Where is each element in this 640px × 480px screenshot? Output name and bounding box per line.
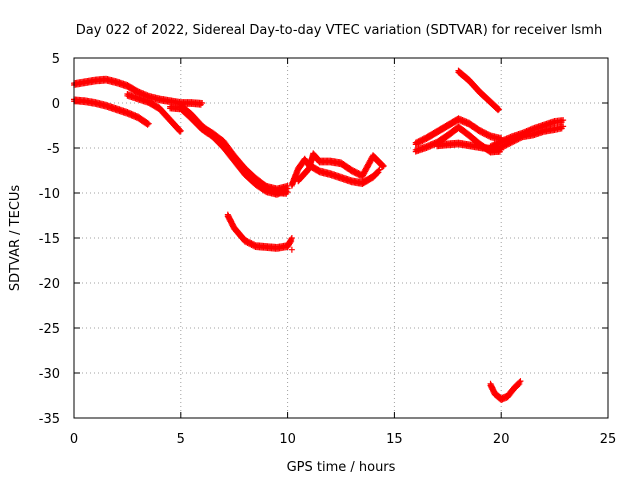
series-arc-1 [71, 75, 206, 108]
series-arc-10 [412, 115, 505, 148]
x-tick-label: 15 [386, 432, 403, 447]
data-point [145, 120, 152, 127]
data-point [288, 235, 295, 241]
data-point [199, 100, 206, 106]
data-point [496, 106, 503, 113]
y-tick-label: 0 [52, 97, 60, 112]
series-arc-7 [224, 211, 295, 252]
data-point [560, 123, 567, 130]
chart-title: Day 022 of 2022, Sidereal Day-to-day VTE… [76, 23, 602, 38]
series-arc-9 [295, 150, 387, 185]
y-tick-label: -25 [39, 322, 60, 337]
x-axis-label: GPS time / hours [287, 460, 396, 475]
y-tick-label: -10 [39, 187, 60, 202]
data-point [494, 107, 501, 114]
y-tick-label: 5 [52, 52, 60, 67]
series-arc-6 [188, 113, 291, 194]
data-point [176, 128, 183, 135]
axis-ticks: 0 5 10 15 20 25 5 0 -5 -10 -15 -20 -25 -30 -35 [39, 52, 617, 447]
data-point [516, 380, 523, 387]
data-point [376, 166, 383, 173]
data-point [177, 127, 184, 134]
data-point [284, 189, 291, 196]
series-arc-3 [124, 91, 184, 135]
y-tick-label: -30 [39, 367, 60, 382]
data-point [380, 163, 387, 169]
outlier-points [288, 246, 295, 253]
y-tick-label: -15 [39, 232, 60, 247]
data-point [374, 170, 381, 177]
data-point [144, 121, 151, 128]
y-tick-label: -20 [39, 277, 60, 292]
data-point [251, 243, 258, 250]
x-tick-label: 10 [279, 432, 296, 447]
data-points [71, 67, 567, 403]
y-tick-label: -5 [47, 142, 60, 157]
x-tick-label: 5 [177, 432, 185, 447]
series-arc-14 [455, 67, 503, 114]
data-point [288, 246, 295, 253]
y-tick-label: -35 [39, 412, 60, 427]
data-point [515, 382, 522, 388]
series-arc-13 [487, 117, 567, 151]
data-point [375, 169, 382, 176]
series-arc-5 [177, 101, 291, 197]
y-axis-label: SDTVAR / TECUs [8, 185, 23, 292]
data-point [379, 163, 386, 170]
data-point [287, 239, 294, 246]
series-arc-15 [487, 378, 524, 403]
x-tick-label: 0 [70, 432, 78, 447]
series-arc-8 [288, 155, 383, 189]
data-point [288, 238, 295, 244]
series-arc-2 [71, 96, 152, 128]
x-tick-label: 20 [493, 432, 510, 447]
grid [74, 58, 608, 418]
data-point [560, 117, 567, 124]
data-point [517, 378, 524, 385]
plot-frame [73, 57, 609, 419]
x-tick-label: 25 [600, 432, 617, 447]
